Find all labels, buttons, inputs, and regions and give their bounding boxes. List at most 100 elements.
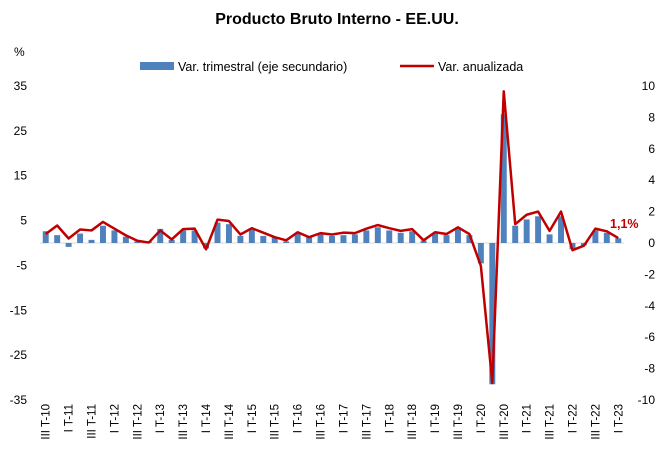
bar-quarterly: [237, 235, 244, 243]
bar-quarterly: [122, 236, 129, 243]
x-axis-tick-label: III T-18: [407, 404, 419, 440]
chart-title: Producto Bruto Interno - EE.UU.: [215, 11, 459, 28]
bar-quarterly: [77, 233, 84, 243]
bar-quarterly: [409, 231, 416, 243]
legend-label-annualized: Var. anualizada: [438, 60, 523, 74]
bar-quarterly: [225, 224, 232, 243]
bar-quarterly: [88, 239, 95, 243]
x-axis-tick-label: I T-14: [201, 403, 213, 433]
bar-quarterly: [65, 243, 72, 247]
bar-quarterly: [535, 216, 542, 243]
bar-quarterly: [168, 239, 175, 243]
bar-quarterly: [558, 216, 564, 243]
x-axis-tick-label: I T-11: [64, 404, 76, 432]
right-axis-tick-label: 10: [642, 79, 656, 93]
bar-quarterly: [397, 232, 404, 243]
bar-quarterly: [294, 233, 301, 243]
left-axis-tick-label: -15: [10, 303, 28, 317]
right-axis-tick-label: 6: [648, 142, 655, 156]
right-axis: 10 8 6 4 2 0 -2 -4 -6 -8 -10: [638, 79, 656, 407]
bar-quarterly: [329, 235, 335, 243]
bar-quarterly: [443, 235, 450, 243]
x-axis-tick-label: III T-19: [453, 404, 465, 440]
bar-quarterly: [432, 233, 439, 243]
bar-quarterly: [420, 240, 427, 243]
legend-swatch-quarterly: [140, 62, 174, 70]
left-axis-unit-label: %: [14, 45, 25, 59]
right-axis-tick-label: -4: [644, 299, 655, 313]
left-axis-tick-label: 35: [14, 79, 28, 93]
bar-quarterly: [363, 230, 370, 243]
x-axis-tick-label: I T-12: [109, 404, 121, 433]
right-axis-tick-label: -8: [644, 362, 655, 376]
x-axis-tick-label: III T-14: [224, 403, 236, 439]
bar-quarterly: [454, 228, 461, 243]
x-axis-tick-label: I T-22: [567, 404, 579, 433]
bar-quarterly: [134, 241, 141, 243]
x-axis-tick-label: III T-22: [590, 404, 602, 440]
x-axis-tick-label: I T-19: [430, 404, 442, 433]
bar-quarterly: [42, 231, 49, 243]
x-axis-tick-label: III T-15: [270, 404, 282, 440]
x-axis-tick-label: I T-21: [522, 404, 534, 433]
bar-quarterly: [248, 229, 255, 243]
bar-quarterly: [157, 228, 164, 243]
x-axis-tick-label: I T-23: [613, 404, 625, 433]
x-axis-tick-label: I T-17: [338, 404, 350, 433]
bar-quarterly: [191, 230, 198, 243]
x-axis-tick-label: I T-20: [476, 404, 488, 433]
right-axis-tick-label: 2: [648, 205, 655, 219]
bar-quarterly: [615, 238, 622, 243]
bar-quarterly: [260, 235, 267, 243]
right-axis-tick-label: -6: [644, 330, 655, 344]
bar-quarterly: [512, 225, 519, 243]
right-axis-tick-label: -2: [644, 267, 655, 281]
line-series-annualized: [44, 90, 619, 385]
left-axis: 35 25 15 5 -5 -15 -25 -35: [10, 79, 28, 407]
x-axis-tick-label: III T-13: [178, 404, 190, 440]
right-axis-tick-label: -10: [638, 393, 656, 407]
right-axis-tick-label: 4: [648, 173, 655, 187]
bar-quarterly: [374, 227, 381, 243]
x-axis-tick-label: I T-16: [293, 404, 305, 433]
x-axis-tick-label: III T-21: [545, 404, 557, 440]
left-axis-tick-label: -35: [10, 393, 28, 407]
bar-quarterly: [283, 241, 290, 243]
bar-quarterly: [340, 235, 347, 243]
bar-quarterly: [546, 234, 553, 243]
x-axis-tick-label: III T-16: [316, 404, 328, 440]
right-axis-tick-label: 8: [648, 110, 655, 124]
bar-quarterly: [466, 235, 473, 243]
bar-quarterly: [489, 243, 496, 385]
bar-quarterly: [271, 237, 278, 243]
annotation-last-value: 1,1%: [610, 217, 639, 231]
bar-quarterly: [203, 243, 210, 249]
left-axis-tick-label: 5: [20, 214, 27, 228]
bar-quarterly: [592, 230, 599, 243]
bar-quarterly: [603, 232, 610, 243]
right-axis-tick-label: 0: [648, 236, 655, 250]
left-axis-tick-label: -25: [10, 348, 28, 362]
bar-quarterly: [214, 222, 221, 243]
x-axis-tick-label: I T-13: [155, 404, 167, 433]
bar-quarterly: [180, 230, 187, 243]
legend: Var. trimestral (eje secundario) Var. an…: [140, 60, 523, 74]
left-axis-tick-label: 15: [14, 169, 28, 183]
x-axis-tick-label: III T-12: [132, 404, 144, 440]
left-axis-tick-label: 25: [14, 124, 28, 138]
left-axis-tick-label: -5: [16, 258, 27, 272]
bar-quarterly: [523, 219, 530, 243]
x-axis-tick-label: I T-18: [384, 404, 396, 433]
bar-quarterly: [111, 230, 118, 243]
legend-label-quarterly: Var. trimestral (eje secundario): [178, 60, 347, 74]
bar-quarterly: [351, 234, 358, 243]
bar-series: [42, 114, 622, 385]
bar-quarterly: [306, 237, 313, 243]
bar-quarterly: [54, 235, 61, 243]
x-axis-tick-label: I T-15: [247, 404, 259, 433]
bar-quarterly: [477, 243, 484, 264]
bar-quarterly: [386, 230, 393, 243]
x-axis-tick-label: III T-17: [361, 404, 373, 440]
